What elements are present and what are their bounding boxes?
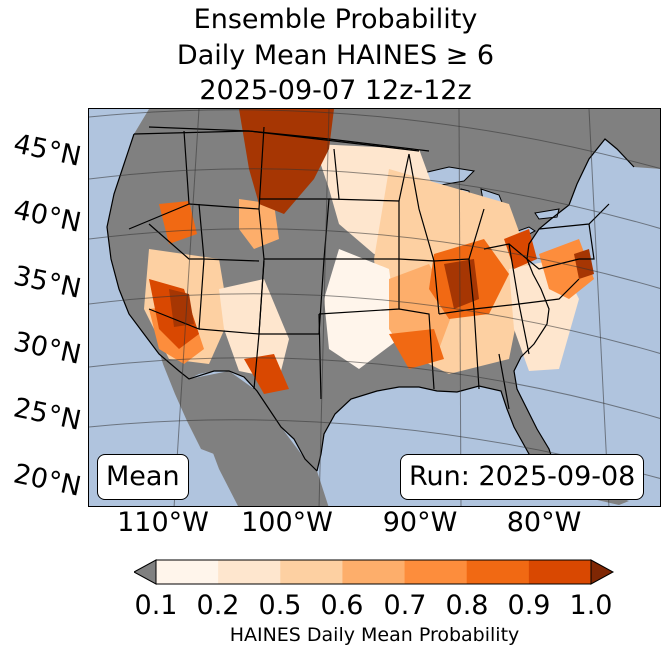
title-line-2: Daily Mean HAINES ≥ 6: [176, 40, 495, 71]
colorbar-bin-6: [528, 560, 592, 584]
lat-label-20: 20°N: [10, 458, 84, 503]
map-canvas: [89, 109, 660, 506]
lon-label-90w: 90°W: [382, 507, 458, 538]
colorbar-tick-7: 1.0: [569, 590, 613, 621]
lon-label-110w: 110°W: [117, 507, 209, 538]
lat-label-25: 25°N: [10, 392, 84, 437]
colorbar-tick-2: 0.5: [258, 590, 302, 621]
lat-label-30: 30°N: [10, 326, 84, 371]
lat-label-40: 40°N: [10, 194, 84, 239]
graticule: [89, 109, 660, 506]
lat-label-45: 45°N: [10, 128, 84, 173]
run-label-box: Run: 2025-09-08: [400, 454, 645, 500]
colorbar-bin-2: [280, 560, 343, 584]
lat-label-35: 35°N: [10, 260, 84, 305]
colorbar-bin-5: [466, 560, 530, 584]
canada-border: [133, 130, 420, 152]
colorbar-bins: [156, 560, 592, 584]
colorbar-label: HAINES Daily Mean Probability: [229, 624, 520, 646]
lake-ontario: [534, 208, 560, 220]
state-boundaries: [128, 126, 610, 410]
map-frame: [88, 108, 661, 507]
title-line-3: 2025-09-07 12z-12z: [199, 75, 472, 106]
colorbar-tick-0: 0.1: [134, 590, 178, 621]
colorbar-tick-3: 0.6: [320, 590, 364, 621]
lon-label-80w: 80°W: [506, 507, 582, 538]
title-line-1: Ensemble Probability: [193, 4, 478, 35]
colorbar-tick-1: 0.2: [196, 590, 240, 621]
coastline: [106, 133, 635, 472]
colorbar-under-arrow: [134, 559, 157, 585]
colorbar-tick-6: 0.9: [507, 590, 551, 621]
mexico-land: [189, 371, 329, 506]
colorbar-over-arrow: [590, 559, 615, 585]
colorbar-tick-4: 0.7: [383, 590, 427, 621]
colorbar-bin-3: [342, 560, 406, 584]
colorbar-bin-1: [218, 560, 281, 584]
colorbar-tick-5: 0.8: [445, 590, 489, 621]
baja-peninsula: [151, 324, 214, 454]
colorbar-bin-0: [156, 560, 219, 584]
colorbar: [134, 559, 615, 585]
colorbar-bin-4: [404, 560, 468, 584]
lon-label-100w: 100°W: [241, 507, 333, 538]
mean-label-box: Mean: [97, 454, 189, 500]
